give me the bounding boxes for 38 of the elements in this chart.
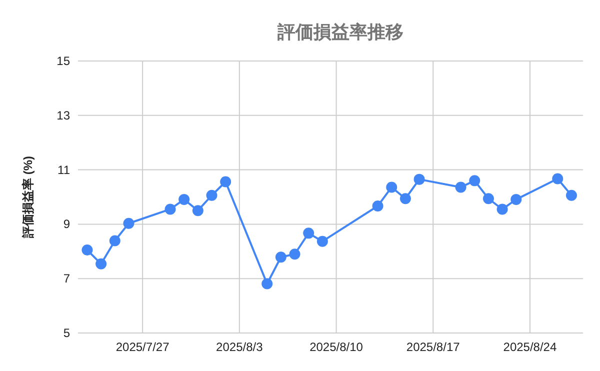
chart-title: 評価損益率推移 (276, 22, 404, 42)
y-tick-label: 11 (58, 162, 70, 177)
x-tick-label: 2025/7/27 (116, 340, 170, 354)
point (82, 244, 93, 256)
point (386, 182, 398, 193)
point (303, 228, 314, 239)
point (469, 175, 480, 186)
point (510, 194, 522, 205)
point (192, 205, 204, 216)
point (206, 190, 218, 201)
point (372, 200, 384, 212)
point (482, 193, 494, 204)
point (109, 235, 120, 246)
point (400, 193, 411, 204)
x-tick-label: 2025/8/24 (503, 340, 557, 354)
y-tick-label: 7 (63, 272, 70, 286)
point (96, 258, 107, 270)
y-tick-label: 9 (63, 217, 70, 232)
point (220, 176, 232, 188)
point (552, 173, 564, 184)
y-tick-label: 13 (56, 108, 70, 122)
point (316, 236, 328, 247)
point (566, 190, 577, 201)
x-tick-label: 2025/8/17 (406, 340, 460, 354)
point (414, 174, 425, 185)
y-tick-label: 15 (56, 54, 70, 68)
point (164, 204, 176, 215)
point (178, 194, 190, 205)
point (289, 248, 300, 260)
x-tick-label: 2025/8/10 (310, 340, 364, 354)
y-axis-title: 評価損益率 (%) (21, 156, 35, 239)
point (262, 278, 273, 290)
y-tick-label: 5 (63, 326, 70, 340)
point (123, 218, 134, 229)
point (455, 182, 466, 193)
x-tick-label: 2025/8/3 (216, 340, 264, 354)
point (496, 204, 508, 215)
point (275, 252, 286, 263)
